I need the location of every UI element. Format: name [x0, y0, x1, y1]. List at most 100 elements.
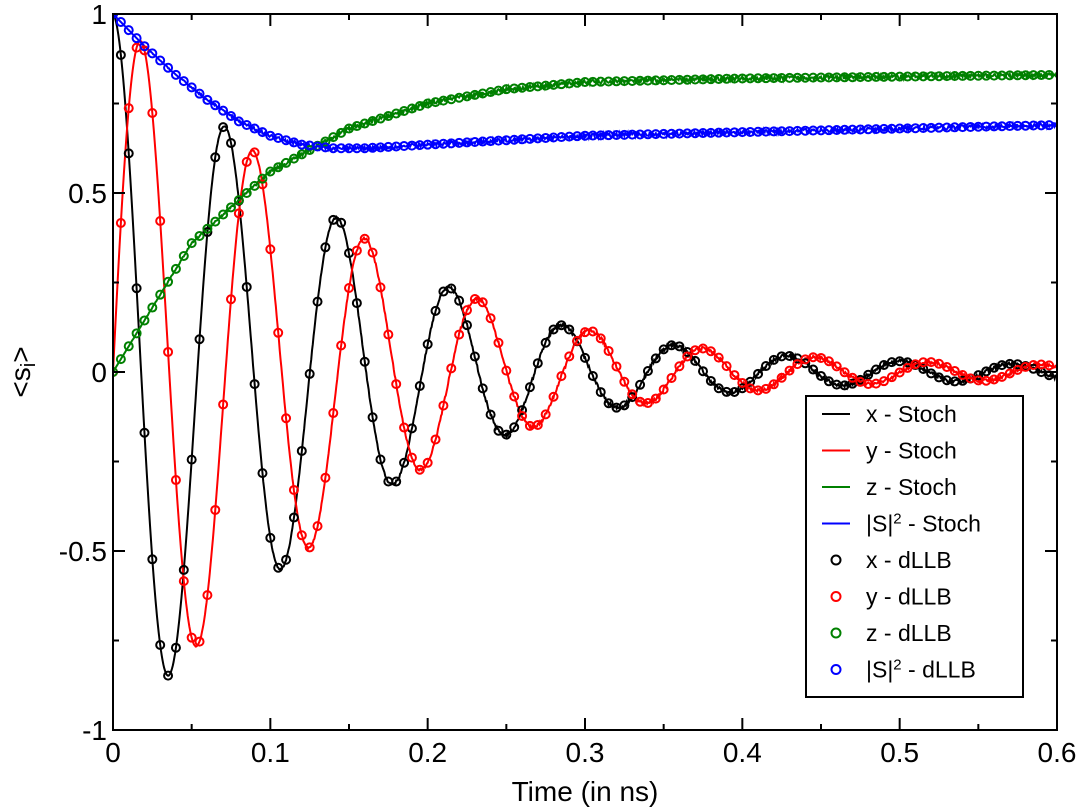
legend-label: x - dLLB — [866, 547, 952, 573]
series-marker-5 — [367, 247, 378, 258]
y-axis-title-subscript: i — [18, 363, 40, 367]
series-line-3 — [113, 14, 1057, 154]
series-marker-5 — [934, 358, 944, 369]
series-marker-5 — [729, 370, 740, 381]
x-tick-label: 0.6 — [1038, 737, 1077, 768]
y-tick-label: -1 — [82, 715, 107, 746]
series-marker-5 — [281, 413, 292, 424]
y-axis-title-close: > — [5, 346, 36, 362]
series-marker-6 — [304, 145, 315, 156]
series-marker-4 — [210, 152, 221, 163]
series-marker-4 — [650, 353, 661, 364]
series-marker-5 — [344, 282, 354, 293]
legend: x - Stoch y - Stoch z - Stoch |S|2 - Stoch x… — [805, 395, 1024, 698]
series-marker-5 — [548, 391, 559, 402]
series-marker-7 — [115, 17, 126, 28]
series-marker-5 — [430, 434, 441, 445]
series-marker-5 — [674, 361, 685, 372]
series-marker-6 — [281, 157, 292, 168]
series-marker-5 — [288, 484, 299, 495]
y-axis-title-main: <s — [5, 367, 36, 397]
series-marker-4 — [524, 382, 535, 393]
series-marker-4 — [713, 383, 724, 394]
series-marker-5 — [233, 208, 244, 219]
series-marker-6 — [218, 209, 229, 220]
series-marker-6 — [328, 132, 339, 143]
series-marker-4 — [241, 281, 252, 292]
series-marker-5 — [186, 632, 197, 643]
series-marker-4 — [320, 242, 331, 253]
legend-swatch-marker — [830, 554, 842, 566]
series-marker-5 — [273, 327, 284, 338]
series-marker-6 — [139, 315, 150, 326]
series-marker-5 — [776, 372, 787, 383]
series-marker-7 — [186, 82, 197, 93]
series-marker-5 — [210, 504, 221, 515]
series-marker-6 — [336, 127, 347, 138]
series-marker-6 — [194, 230, 205, 241]
series-marker-7 — [147, 48, 158, 59]
series-marker-5 — [218, 399, 229, 410]
series-marker-4 — [595, 387, 606, 398]
y-tick-label: 1 — [91, 0, 107, 30]
series-marker-5 — [894, 367, 905, 378]
series-marker-5 — [760, 383, 771, 394]
series-marker-5 — [996, 371, 1007, 382]
series-marker-5 — [816, 352, 826, 363]
series-marker-5 — [414, 464, 425, 475]
series-marker-5 — [328, 408, 339, 419]
series-marker-4 — [147, 554, 158, 565]
series-marker-5 — [564, 351, 575, 362]
series-marker-6 — [147, 302, 158, 313]
series-marker-4 — [399, 457, 410, 468]
series-marker-6 — [1044, 69, 1055, 80]
series-marker-5 — [556, 371, 567, 382]
series-marker-4 — [587, 371, 598, 382]
series-marker-6 — [115, 354, 126, 365]
series-marker-5 — [642, 398, 653, 409]
series-marker-4 — [186, 454, 197, 465]
series-marker-5 — [532, 419, 543, 430]
legend-label: y - dLLB — [866, 584, 952, 610]
series-marker-4 — [698, 366, 708, 377]
series-marker-6 — [288, 153, 299, 164]
series-marker-4 — [462, 320, 472, 331]
series-marker-4 — [281, 554, 292, 565]
series-marker-5 — [336, 340, 347, 351]
series-marker-5 — [462, 305, 472, 316]
series-marker-5 — [878, 376, 889, 387]
series-marker-4 — [532, 358, 543, 369]
series-marker-6 — [296, 149, 307, 160]
series-marker-6 — [249, 180, 260, 191]
series-marker-5 — [823, 356, 834, 367]
legend-swatch-marker — [830, 627, 842, 639]
series-marker-5 — [658, 384, 669, 395]
x-tick-label: 0.2 — [408, 737, 447, 768]
series-marker-4 — [477, 383, 488, 394]
series-marker-5 — [650, 393, 661, 404]
series-marker-4 — [760, 361, 771, 372]
series-marker-5 — [572, 335, 583, 346]
series-marker-7 — [249, 123, 260, 134]
series-marker-4 — [249, 379, 260, 390]
series-marker-5 — [202, 590, 213, 601]
series-marker-5 — [949, 365, 960, 376]
series-marker-4 — [422, 339, 433, 350]
series-marker-6 — [241, 188, 252, 198]
series-marker-4 — [816, 370, 826, 381]
legend-label: z - dLLB — [866, 620, 952, 646]
series-marker-4 — [823, 376, 834, 387]
series-marker-4 — [155, 639, 166, 650]
series-marker-5 — [391, 379, 402, 390]
series-marker-7 — [131, 33, 142, 44]
plot-area — [113, 14, 1057, 681]
series-marker-5 — [469, 294, 480, 305]
series-marker-4 — [485, 409, 496, 420]
series-marker-5 — [737, 377, 748, 388]
series-marker-4 — [493, 425, 504, 436]
series-marker-5 — [351, 245, 362, 256]
series-marker-4 — [414, 381, 425, 392]
series-marker-5 — [163, 346, 174, 357]
series-marker-7 — [202, 94, 213, 105]
